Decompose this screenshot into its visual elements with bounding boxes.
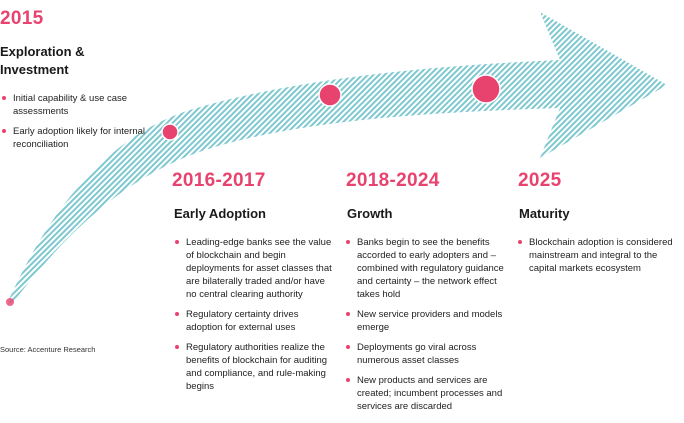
- bullet-dot-icon: [518, 240, 522, 244]
- source-note: Source: Accenture Research: [0, 345, 96, 354]
- list-item: Banks begin to see the benefits accorded…: [346, 236, 511, 301]
- bullet-dot-icon: [2, 129, 6, 133]
- phase-2015: Exploration & Investment: [0, 44, 85, 77]
- bullets-2016-2017: Leading-edge banks see the value of bloc…: [175, 236, 333, 400]
- bullet-dot-icon: [175, 345, 179, 349]
- list-item: Early adoption likely for internal recon…: [2, 125, 152, 151]
- bullet-dot-icon: [346, 345, 350, 349]
- year-2016-2017: 2016-2017: [172, 170, 266, 191]
- list-item: New products and services are created; i…: [346, 374, 511, 413]
- bullet-dot-icon: [346, 378, 350, 382]
- list-item: Blockchain adoption is considered mainst…: [518, 236, 682, 275]
- list-item: Regulatory certainty drives adoption for…: [175, 308, 333, 334]
- phase-2025: Maturity: [519, 206, 570, 221]
- milestone-marker-2018: [318, 83, 342, 107]
- bullets-2025: Blockchain adoption is considered mainst…: [518, 236, 682, 282]
- milestone-marker-2025: [471, 74, 501, 104]
- bullets-2015: Initial capability & use case assessment…: [2, 92, 152, 158]
- list-item: Regulatory authorities realize the benef…: [175, 341, 333, 393]
- year-2025: 2025: [518, 170, 562, 191]
- year-2015: 2015: [0, 8, 44, 29]
- phase-2018-2024: Growth: [347, 206, 393, 221]
- arrow-body: [8, 12, 667, 304]
- milestone-marker-2016: [161, 123, 179, 141]
- list-item: New service providers and models emerge: [346, 308, 511, 334]
- bullet-dot-icon: [346, 312, 350, 316]
- bullet-dot-icon: [175, 312, 179, 316]
- milestone-marker-start: [6, 298, 14, 306]
- list-item: Initial capability & use case assessment…: [2, 92, 152, 118]
- year-2018-2024: 2018-2024: [346, 170, 440, 191]
- phase-2016-2017: Early Adoption: [174, 206, 266, 221]
- bullet-dot-icon: [346, 240, 350, 244]
- bullets-2018-2024: Banks begin to see the benefits accorded…: [346, 236, 511, 420]
- bullet-dot-icon: [2, 96, 6, 100]
- list-item: Leading-edge banks see the value of bloc…: [175, 236, 333, 301]
- bullet-dot-icon: [175, 240, 179, 244]
- list-item: Deployments go viral across numerous ass…: [346, 341, 511, 367]
